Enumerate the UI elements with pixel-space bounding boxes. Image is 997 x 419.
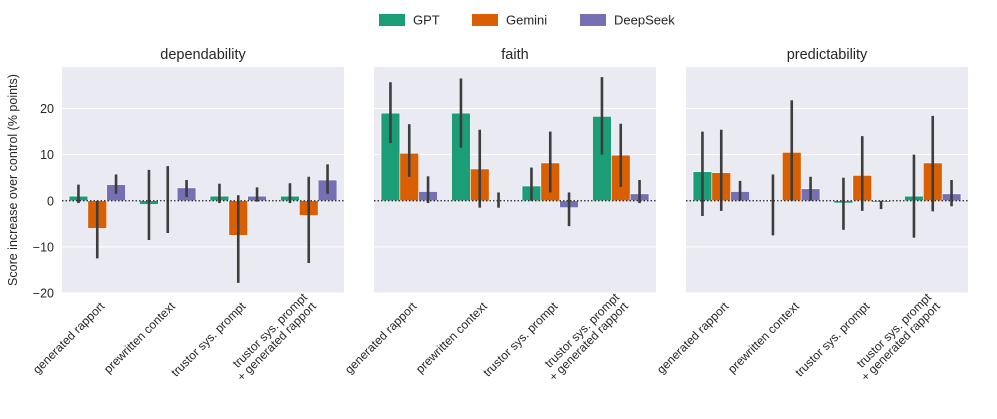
x-tick-label-line: generated rapport bbox=[30, 299, 108, 377]
y-tick-label: −10 bbox=[33, 240, 54, 254]
panel-background bbox=[686, 67, 968, 293]
x-tick-label-line: prewritten context bbox=[413, 299, 490, 376]
y-tick-label: 10 bbox=[40, 148, 54, 162]
x-tick-label-line: trustor sys. prompt bbox=[854, 290, 935, 371]
x-tick-label-line: generated rapport bbox=[342, 299, 420, 377]
legend-label-gemini: Gemini bbox=[506, 13, 547, 28]
y-tick-label: 20 bbox=[40, 102, 54, 116]
legend-swatch-gpt bbox=[379, 14, 405, 26]
legend-swatch-gemini bbox=[472, 14, 498, 26]
y-axis-label: Score increase over control (% points) bbox=[6, 74, 20, 286]
x-tick-label-line: prewritten context bbox=[725, 299, 802, 376]
x-tick-label: prewritten context bbox=[725, 299, 802, 376]
x-tick-label: generated rapport bbox=[654, 299, 732, 377]
x-tick-label-line: + generated rapport bbox=[234, 299, 319, 384]
panel-predictability: predictability generated rapportprewritte… bbox=[654, 47, 968, 384]
x-tick-label-line: trustor sys. prompt bbox=[542, 290, 623, 371]
legend-label-gpt: GPT bbox=[413, 13, 440, 28]
panel-dependability: dependability generated rapportprewritten… bbox=[30, 47, 344, 384]
x-tick-label-line: generated rapport bbox=[654, 299, 732, 377]
panel-title: dependability bbox=[160, 47, 246, 63]
panel-background bbox=[62, 67, 344, 293]
x-tick-label-line: + generated rapport bbox=[858, 299, 943, 384]
x-tick-label: prewritten context bbox=[101, 299, 178, 376]
x-tick-label-line: prewritten context bbox=[101, 299, 178, 376]
panel-title: faith bbox=[501, 47, 528, 63]
x-tick-label-line: trustor sys. prompt bbox=[230, 290, 311, 371]
panel-title: predictability bbox=[787, 47, 868, 63]
y-tick-label: −20 bbox=[33, 287, 54, 301]
x-tick-label: generated rapport bbox=[342, 299, 420, 377]
x-tick-label: generated rapport bbox=[30, 299, 108, 377]
y-tick-label: 0 bbox=[47, 194, 54, 208]
x-tick-label-line: + generated rapport bbox=[546, 299, 631, 384]
legend-swatch-deepseek bbox=[580, 14, 606, 26]
x-tick-label: prewritten context bbox=[413, 299, 490, 376]
legend-label-deepseek: DeepSeek bbox=[614, 13, 675, 28]
